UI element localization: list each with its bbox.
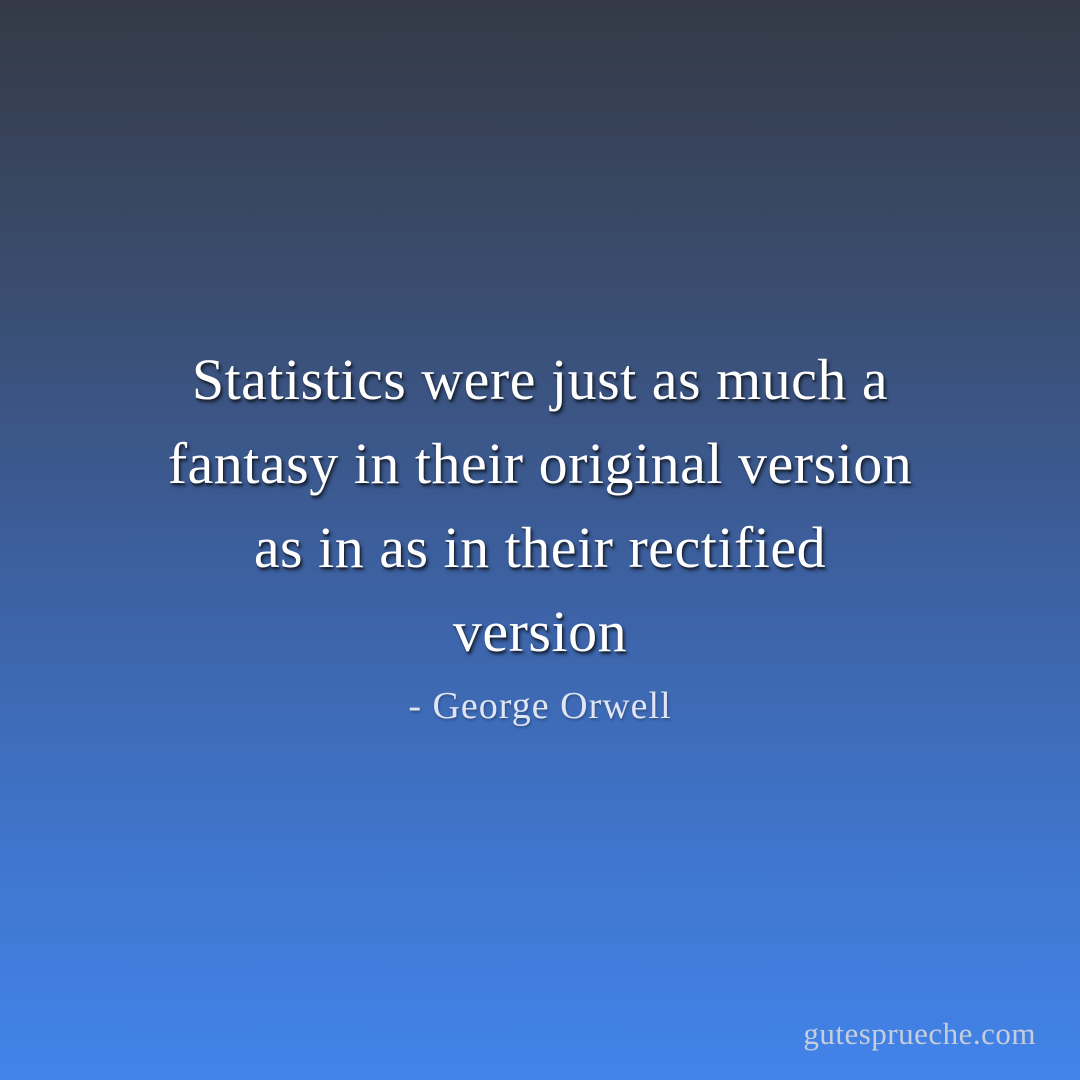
watermark: gutesprueche.com xyxy=(803,1016,1036,1051)
quote-line-1: Statistics were just as much a xyxy=(191,347,889,412)
quote-line-4: version xyxy=(452,599,628,664)
quote-line-3: as in as in their rectified xyxy=(253,515,827,580)
quote-attribution: - George Orwell xyxy=(408,685,672,727)
quote-text: Statistics were just as much a fantasy i… xyxy=(0,338,1080,674)
quote-line-2: fantasy in their original version xyxy=(167,431,913,496)
